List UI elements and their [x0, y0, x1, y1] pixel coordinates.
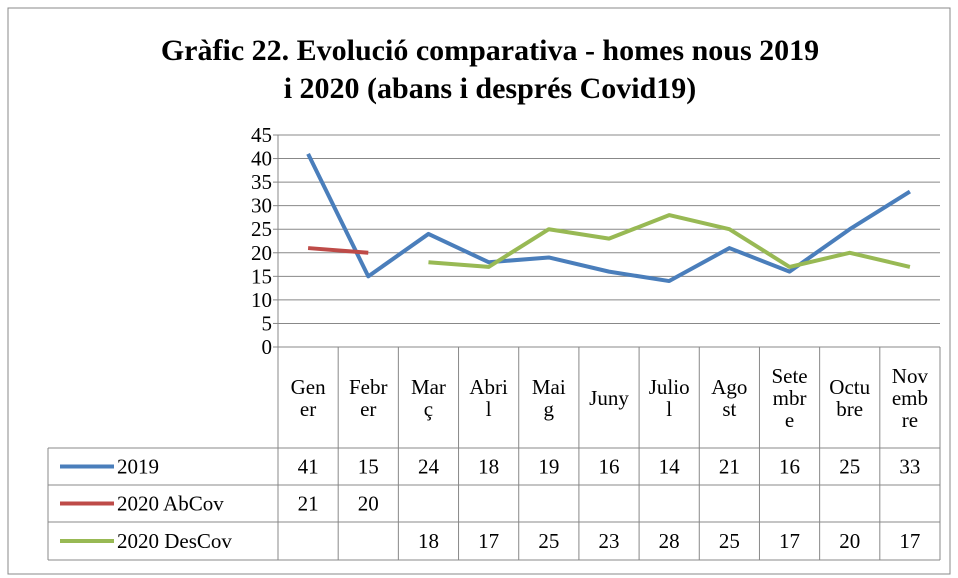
table-value: 14 [659, 455, 681, 479]
x-tick-label: Abril [459, 347, 519, 448]
table-value: 28 [659, 529, 680, 553]
table-value: 17 [478, 529, 499, 553]
series-line [306, 152, 911, 284]
x-tick-text: Març [410, 374, 446, 421]
y-tick-label: 25 [251, 217, 272, 241]
x-tick-label: Octubre [820, 347, 880, 448]
x-tick-label: Març [398, 347, 458, 448]
table-value: 41 [298, 455, 319, 479]
chart-title: i 2020 (abans i després Covid19) [284, 72, 697, 105]
x-tick-text: Octubre [829, 374, 871, 421]
x-tick-text: Setembre [771, 363, 808, 432]
x-tick-text: Juny [589, 385, 629, 410]
x-tick-text: Gener [290, 374, 326, 421]
x-tick-label: Juny [579, 347, 639, 448]
x-tick-text: Maig [531, 374, 566, 421]
series-line [307, 246, 369, 255]
y-tick-label: 45 [251, 123, 272, 147]
x-tick-label: Juliol [639, 347, 699, 448]
chart-title: Gràfic 22. Evolució comparativa - homes … [161, 34, 819, 67]
table-value: 17 [899, 529, 920, 553]
table-value: 24 [418, 455, 440, 479]
table-value: 18 [418, 529, 439, 553]
table-value: 21 [298, 492, 319, 516]
table-value: 15 [358, 455, 379, 479]
x-tick-label: Gener [278, 347, 338, 448]
table-value: 16 [779, 455, 800, 479]
table-value: 21 [719, 455, 740, 479]
series-line [428, 213, 911, 269]
y-tick-label: 5 [262, 311, 273, 335]
x-tick-text: Abril [469, 374, 508, 421]
legend-label: 2020 DesCov [117, 529, 232, 553]
table-value: 25 [719, 529, 740, 553]
chart-border [7, 7, 951, 575]
legend-label: 2019 [117, 455, 159, 479]
table-value: 20 [358, 492, 379, 516]
table-value: 18 [478, 455, 499, 479]
x-tick-text: Agost [711, 374, 748, 421]
x-tick-label: Setembre [759, 347, 819, 448]
table-value: 33 [899, 455, 920, 479]
y-tick-label: 20 [251, 241, 272, 265]
table-value: 17 [779, 529, 800, 553]
x-tick-text: Novembre [891, 363, 928, 432]
x-tick-text: Juliol [648, 374, 690, 421]
y-tick-label: 35 [251, 170, 272, 194]
table-value: 25 [538, 529, 559, 553]
table-value: 16 [599, 455, 620, 479]
x-tick-label: Agost [699, 347, 759, 448]
y-tick-label: 0 [262, 335, 273, 359]
table-value: 20 [839, 529, 860, 553]
x-tick-label: Novembre [880, 347, 940, 448]
legend-label: 2020 AbCov [117, 492, 224, 516]
x-tick-label: Febrer [338, 347, 398, 448]
y-tick-label: 15 [251, 264, 272, 288]
y-tick-label: 40 [251, 147, 272, 171]
y-tick-label: 30 [251, 194, 272, 218]
table-value: 25 [839, 455, 860, 479]
x-tick-label: Maig [519, 347, 579, 448]
table-value: 19 [538, 455, 559, 479]
x-tick-text: Febrer [349, 374, 388, 421]
y-tick-label: 10 [251, 288, 272, 312]
table-value: 23 [599, 529, 620, 553]
